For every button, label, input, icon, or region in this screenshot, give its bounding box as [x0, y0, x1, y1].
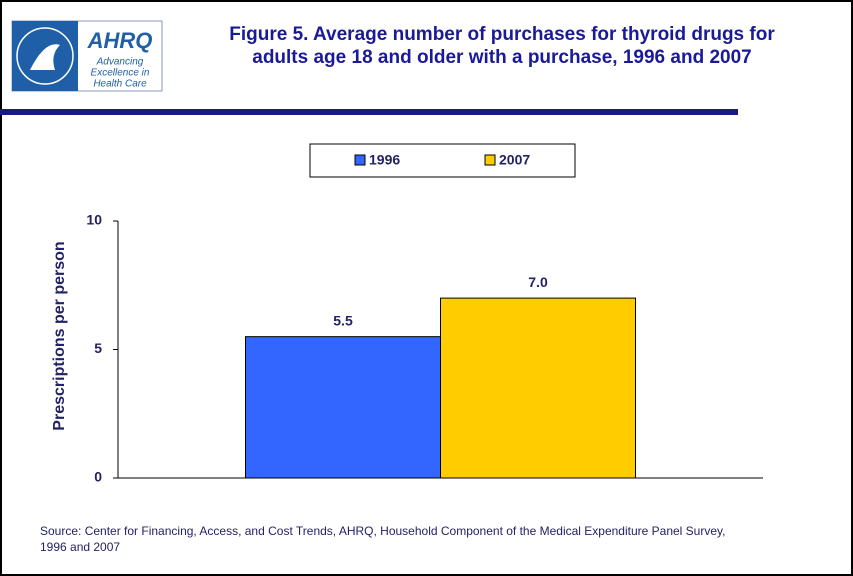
seal-ring [16, 27, 74, 85]
logo-tagline: Advancing [96, 57, 144, 68]
chart-title: adults age 18 and older with a purchase,… [252, 47, 751, 68]
logo: AHRQ Advancing Excellence in Health Care [11, 20, 163, 92]
source-note: Source: Center for Financing, Access, an… [40, 524, 725, 538]
bar [245, 336, 441, 479]
seal-bird [30, 44, 60, 70]
legend-swatch [354, 154, 366, 166]
logo-name: AHRQ [87, 28, 153, 53]
source-note: 1996 and 2007 [40, 540, 120, 554]
header-rule [0, 109, 738, 115]
logo-tagline: Health Care [93, 79, 147, 90]
bar [440, 297, 636, 479]
chart-title: Figure 5. Average number of purchases fo… [229, 24, 775, 45]
value-label: 7.0 [528, 274, 548, 290]
y-tick-label: 5 [94, 340, 102, 356]
legend-label: 1996 [369, 152, 400, 168]
logo-tagline: Excellence in [91, 68, 150, 79]
legend-label: 2007 [499, 152, 530, 168]
legend-swatch [484, 154, 496, 166]
value-label: 5.5 [333, 312, 353, 328]
legend [309, 143, 576, 178]
y-tick-label: 10 [86, 212, 102, 228]
y-tick-label: 0 [94, 469, 102, 485]
y-axis-label: Prescriptions per person [51, 241, 68, 430]
